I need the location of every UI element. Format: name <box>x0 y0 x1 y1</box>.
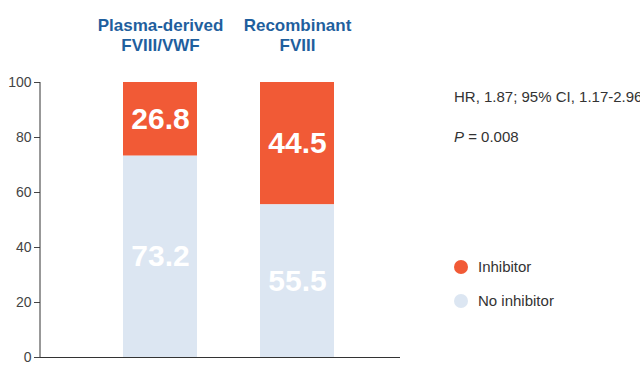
svg-text:0: 0 <box>24 349 32 365</box>
svg-text:Plasma-derivedFVIII/VWF: Plasma-derivedFVIII/VWF <box>98 16 224 55</box>
svg-text:55.5: 55.5 <box>268 264 326 297</box>
svg-text:44.5: 44.5 <box>268 126 326 159</box>
svg-text:73.2: 73.2 <box>131 239 189 272</box>
svg-text:RecombinantFVIII: RecombinantFVIII <box>244 16 352 55</box>
svg-text:40: 40 <box>16 239 32 255</box>
html-text:P = 0.008: P = 0.008 <box>454 128 519 145</box>
html-text:Inhibitor: Inhibitor <box>478 258 532 275</box>
svg-text:60: 60 <box>16 184 32 200</box>
html-text:No inhibitor: No inhibitor <box>478 292 554 309</box>
svg-text:20: 20 <box>16 294 32 310</box>
svg-text:26.8: 26.8 <box>131 102 189 135</box>
svg-text:80: 80 <box>16 129 32 145</box>
svg-text:100: 100 <box>8 74 32 90</box>
